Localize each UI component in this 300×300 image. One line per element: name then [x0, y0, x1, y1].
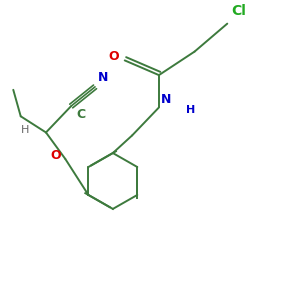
Text: O: O	[50, 149, 61, 163]
Text: Cl: Cl	[232, 4, 247, 18]
Text: N: N	[160, 93, 171, 106]
Text: H: H	[21, 124, 30, 134]
Text: O: O	[109, 50, 119, 63]
Text: N: N	[98, 71, 108, 84]
Text: H: H	[186, 105, 195, 116]
Text: C: C	[76, 108, 86, 121]
